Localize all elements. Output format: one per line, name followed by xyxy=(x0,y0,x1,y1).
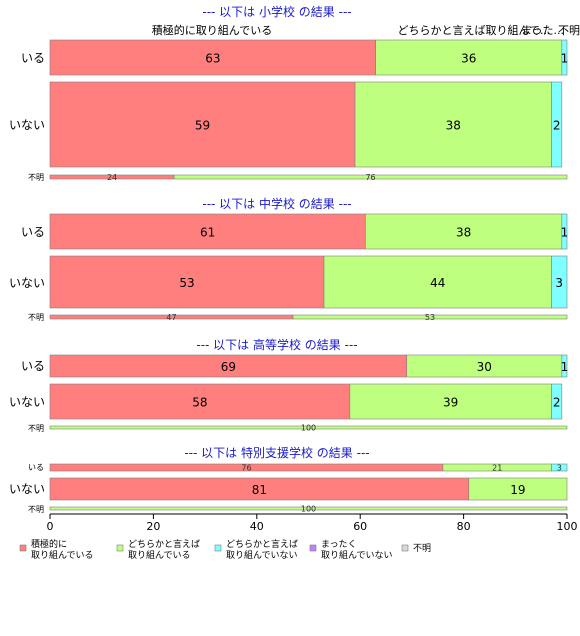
bar-segment xyxy=(49,81,356,168)
bar-segment xyxy=(561,354,568,378)
row-label: 不明 xyxy=(28,505,44,514)
bar-segment xyxy=(551,463,568,472)
panel-title: --- 以下は 特別支援学校 の結果 --- xyxy=(184,445,369,460)
bar-segment xyxy=(49,39,377,76)
bar-segment xyxy=(468,477,568,501)
data-label: 24 xyxy=(107,173,117,182)
legend-label: 不明 xyxy=(413,543,431,554)
x-tick-label: 60 xyxy=(353,520,367,533)
data-label: 100 xyxy=(301,505,316,514)
row-label: いない xyxy=(9,276,45,290)
data-label: 44 xyxy=(430,276,445,290)
x-tick-label: 100 xyxy=(557,520,578,533)
data-label: 53 xyxy=(179,276,194,290)
header-label: 不明 xyxy=(558,24,580,37)
data-label: 69 xyxy=(221,360,236,374)
x-tick-label: 20 xyxy=(146,520,160,533)
data-label: 2 xyxy=(553,119,561,133)
data-label: 76 xyxy=(365,173,375,182)
legend-swatch xyxy=(116,544,124,552)
row-label: いない xyxy=(9,482,45,496)
panel-1: --- 以下は 中学校 の結果 --- いる 61 38 1 いない 53 44 3 不明 47 53 xyxy=(9,196,568,322)
panel-2: --- 以下は 高等学校 の結果 --- いる 69 30 1 いない 58 39 2 不明 100 xyxy=(9,337,568,433)
data-label: 38 xyxy=(446,119,461,133)
bar-segment xyxy=(349,383,552,420)
bar-segment xyxy=(49,506,568,511)
data-label: 19 xyxy=(510,483,525,497)
bar-segment xyxy=(173,174,568,180)
data-label: 53 xyxy=(425,313,435,322)
data-label: 58 xyxy=(192,396,207,410)
data-label: 1 xyxy=(561,360,569,374)
panel-title: --- 以下は 小学校 の結果 --- xyxy=(202,4,351,19)
data-label: 3 xyxy=(555,276,563,290)
legend-label: どちらかと言えば取り組んでいない xyxy=(226,538,298,561)
data-label: 36 xyxy=(461,52,476,66)
data-label: 1 xyxy=(561,52,569,66)
legend-swatch xyxy=(19,544,27,552)
bar-segment xyxy=(49,255,325,309)
data-label: 81 xyxy=(252,483,267,497)
x-tick-label: 0 xyxy=(47,520,54,533)
legend: 積極的に取り組んでいる どちらかと言えば取り組んでいる どちらかと言えば取り組んでい… xyxy=(19,538,431,561)
header-labels: 積極的に取り組んでいる どちらかと言えば取り組んで...まった...不明 xyxy=(152,23,580,37)
x-axis: 0 20 40 60 80 100 xyxy=(47,513,578,533)
row-label: いる xyxy=(28,463,44,472)
data-label: 3 xyxy=(557,464,562,473)
bar-segment xyxy=(49,425,568,430)
data-label: 21 xyxy=(492,464,502,473)
data-label: 61 xyxy=(200,226,215,240)
data-label: 100 xyxy=(301,424,316,433)
data-label: 63 xyxy=(205,52,220,66)
panel-title: --- 以下は 中学校 の結果 --- xyxy=(202,196,351,211)
panel-title: --- 以下は 高等学校 の結果 --- xyxy=(196,337,357,352)
bar-segment xyxy=(551,383,563,420)
data-label: 30 xyxy=(477,360,492,374)
legend-label: まったく取り組んでいない xyxy=(321,539,393,561)
data-label: 76 xyxy=(241,464,251,473)
row-label: いない xyxy=(9,395,45,409)
legend-swatch xyxy=(401,544,409,552)
row-label: 不明 xyxy=(28,424,44,433)
bar-segment xyxy=(561,213,568,250)
data-label: 47 xyxy=(166,313,176,322)
row-label: いない xyxy=(9,118,45,132)
bar-segment xyxy=(551,81,563,168)
row-label: いる xyxy=(21,359,45,373)
data-label: 2 xyxy=(553,396,561,410)
bar-segment xyxy=(49,383,351,420)
row-label: いる xyxy=(21,225,45,239)
row-label: 不明 xyxy=(28,173,44,182)
header-label: まった... xyxy=(521,24,564,37)
data-label: 1 xyxy=(561,226,569,240)
data-label: 39 xyxy=(443,396,458,410)
bar-segment xyxy=(365,213,563,250)
legend-swatch xyxy=(214,544,222,552)
data-label: 59 xyxy=(195,119,210,133)
data-label: 38 xyxy=(456,226,471,240)
panel-3: --- 以下は 特別支援学校 の結果 --- いる 76 21 3 いない 81 19 不明 10… xyxy=(9,445,568,514)
x-tick-label: 80 xyxy=(457,520,471,533)
row-label: いる xyxy=(21,51,45,65)
bar-segment xyxy=(354,81,552,168)
legend-label: どちらかと言えば取り組んでいる xyxy=(128,538,200,561)
header-label: 積極的に取り組んでいる xyxy=(152,23,272,37)
panel-0: --- 以下は 小学校 の結果 --- いる 63 36 1 いない 59 38 2 不明 24 76 xyxy=(9,4,568,182)
x-tick-label: 40 xyxy=(250,520,264,533)
row-label: 不明 xyxy=(28,313,44,322)
bar-segment xyxy=(561,39,568,76)
bar-segment xyxy=(375,39,563,76)
bar-segment xyxy=(292,314,568,320)
header-label: どちらかと言えば取り組んで... xyxy=(398,24,551,37)
bar-segment xyxy=(551,255,568,309)
legend-label: 積極的に取り組んでいる xyxy=(31,538,94,561)
legend-swatch xyxy=(309,544,317,552)
bar-segment xyxy=(49,213,366,250)
bar-segment xyxy=(323,255,552,309)
